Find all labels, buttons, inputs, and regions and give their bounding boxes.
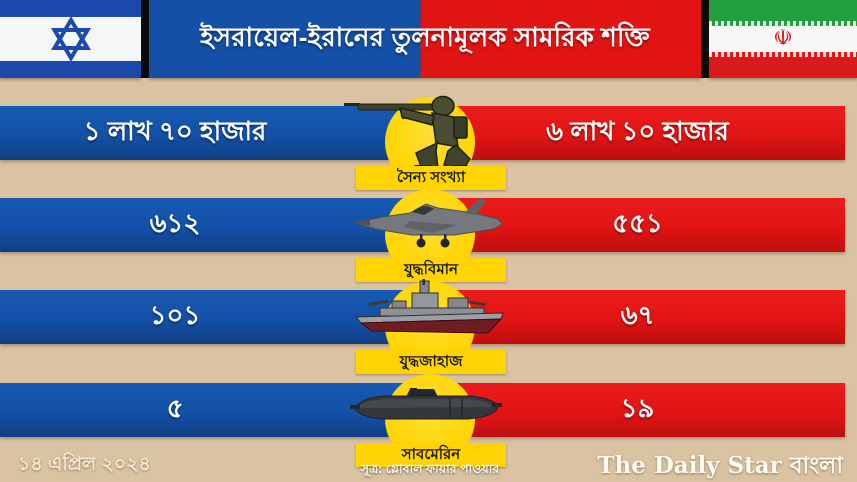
israel-soldiers-bar: ১ লাখ ৭০ হাজার <box>0 106 430 160</box>
daily-star-bangla-logo: The Daily Star বাংলা <box>597 452 843 479</box>
israel-soldiers-value: ১ লাখ ৭০ হাজার <box>83 116 267 146</box>
submarine-icon <box>350 388 502 420</box>
iran-emblem-icon: ☫ <box>773 26 793 51</box>
iran-jets-value: ৫৫১ <box>612 208 663 238</box>
row-label-fighter-jets: যুদ্ধবিমান <box>356 258 506 282</box>
soldier-icon <box>344 95 471 172</box>
iran-flag-kufic-band <box>709 52 857 57</box>
israel-warships-value: ১০১ <box>149 300 201 330</box>
row-fighter-jets: ৬১২ ৫৫১ যুদ্ধবিমান <box>0 189 857 298</box>
row-label-soldiers: সৈন্য সংখ্যা <box>356 166 506 190</box>
title-bar: ইসরায়েল-ইরানের তুলনামূলক সামরিক শক্তি <box>149 0 701 78</box>
iran-flag-white-band <box>709 26 857 52</box>
israel-jets-bar: ৬১২ <box>0 198 430 252</box>
row-soldier-count: ১ লাখ ৭০ হাজার ৬ লাখ ১০ হাজার সৈন্য সংখ্… <box>0 95 857 206</box>
iran-submarines-bar: ১৯ <box>430 383 845 437</box>
header-divider <box>141 0 149 78</box>
iran-soldiers-value: ৬ লাখ ১০ হাজার <box>546 116 729 146</box>
iran-flag: ☫ <box>709 0 857 78</box>
source-credit: সূত্র: গ্লোবাল ফায়ার পাওয়ার <box>360 462 500 476</box>
row-submarines: ৫ ১৯ সাবমেরিন <box>0 374 857 482</box>
warship-icon <box>354 279 504 334</box>
publish-date: ১৪ এপ্রিল ২০২৪ <box>18 454 151 475</box>
row-label-submarines: সাবমেরিন <box>356 443 506 467</box>
iran-soldiers-bar: ৬ লাখ ১০ হাজার <box>430 106 845 160</box>
row-label-warships: যুদ্ধজাহাজ <box>356 350 506 374</box>
israel-flag-stripe <box>0 61 141 78</box>
iran-flag-kufic-band <box>709 21 857 26</box>
israel-submarines-value: ৫ <box>166 393 184 423</box>
iran-warships-value: ৬৭ <box>620 300 655 330</box>
fighter-jet-icon <box>353 198 503 248</box>
israel-flag-stripe <box>0 0 141 17</box>
page-title: ইসরায়েল-ইরানের তুলনামূলক সামরিক শক্তি <box>200 22 650 52</box>
iran-submarines-value: ১৯ <box>620 393 655 423</box>
star-of-david-icon <box>50 17 91 61</box>
row-warships: ১০১ ৬৭ যুদ্ধজাহাজ <box>0 279 857 390</box>
header-divider <box>701 0 709 78</box>
israel-jets-value: ৬১২ <box>149 208 201 238</box>
israel-flag <box>0 0 141 78</box>
